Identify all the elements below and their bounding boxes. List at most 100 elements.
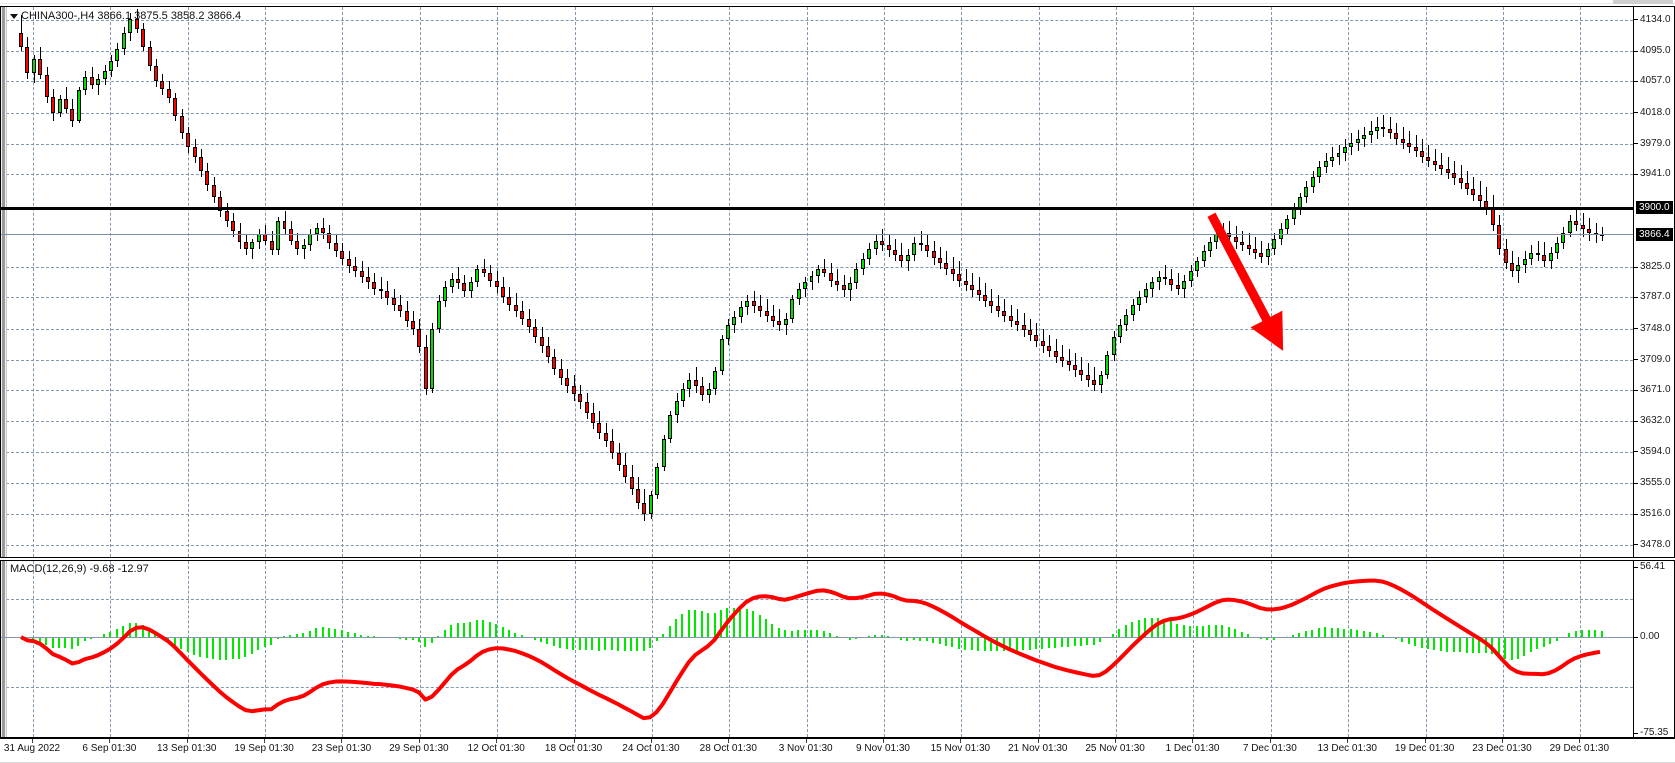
- macd-histogram-bar: [205, 637, 208, 658]
- macd-resize-handle[interactable]: [2, 561, 5, 737]
- macd-histogram-bar: [668, 625, 671, 638]
- chevron-down-icon[interactable]: [10, 13, 18, 19]
- macd-histogram-bar: [405, 637, 408, 640]
- macd-histogram-bar: [1182, 625, 1185, 638]
- date-tick-label: 12 Oct 01:30: [467, 743, 525, 754]
- macd-histogram-bar: [1337, 628, 1339, 638]
- grid-line-vertical: [651, 7, 653, 557]
- macd-tick-label: 0.00: [1634, 631, 1675, 643]
- price-axis[interactable]: 4134.0 4095.0 4057.0 4018.0 3979.0 3941.0 3825…: [1634, 6, 1675, 558]
- current-price-line-3866[interactable]: [1, 233, 1633, 235]
- macd-histogram-bar: [327, 627, 330, 638]
- grid-line-horizontal: [1, 174, 1633, 176]
- macd-axis[interactable]: 56.41 0.00 -75.35: [1634, 560, 1675, 738]
- date-tick-label: 19 Sep 01:30: [234, 743, 294, 754]
- macd-histogram-bar: [970, 637, 973, 651]
- date-tick-label: 31 Aug 2022: [3, 743, 61, 754]
- horizontal-scrollbar[interactable]: [0, 0, 1675, 4]
- macd-info-label: MACD(12,26,9) -9.68 -12.97: [10, 563, 149, 575]
- macd-histogram-bar: [649, 637, 652, 648]
- macd-histogram-bar: [1124, 625, 1127, 638]
- candle-body-bearish: [501, 287, 505, 297]
- macd-histogram-bar: [713, 612, 716, 638]
- candle-body-bearish: [751, 301, 756, 307]
- candle-body-bearish: [211, 184, 216, 198]
- macd-histogram-bar: [244, 637, 247, 658]
- candle-body-bearish: [886, 245, 891, 251]
- candle-body-bearish: [546, 346, 550, 358]
- macd-histogram-bar: [1600, 630, 1603, 638]
- macd-histogram-bar: [1086, 637, 1089, 646]
- macd-plot-area[interactable]: [1, 561, 1633, 737]
- macd-histogram-bar: [1420, 637, 1423, 648]
- macd-histogram-bar: [1317, 628, 1320, 638]
- macd-indicator-pane[interactable]: MACD(12,26,9) -9.68 -12.97: [0, 560, 1634, 738]
- macd-histogram-bar: [1189, 625, 1192, 638]
- candle-body-bearish: [989, 301, 994, 307]
- candle-wick: [1261, 240, 1263, 263]
- macd-histogram-bar: [1381, 634, 1384, 638]
- candle-wick: [824, 259, 826, 278]
- price-tick-label: 4057.0: [1634, 75, 1675, 87]
- macd-histogram-bar: [1157, 617, 1160, 638]
- date-tick-mark: [1424, 739, 1426, 743]
- macd-histogram-bar: [1311, 629, 1314, 638]
- candle-wick: [882, 229, 884, 251]
- candle-body-bearish: [970, 285, 975, 291]
- date-tick-label: 19 Dec 01:30: [1394, 743, 1455, 754]
- candle-body-bearish: [1497, 224, 1502, 249]
- macd-histogram-bar: [925, 637, 928, 642]
- macd-histogram-bar: [1266, 637, 1269, 640]
- macd-histogram-bar: [1060, 637, 1063, 648]
- macd-histogram-bar: [919, 637, 922, 641]
- candle-body-bullish: [745, 301, 750, 307]
- candle-wick: [1537, 240, 1539, 262]
- candle-body-bearish: [494, 280, 499, 287]
- candle-body-bearish: [417, 328, 422, 347]
- date-tick-mark: [960, 739, 962, 743]
- candle-body-bearish: [616, 453, 621, 465]
- macd-histogram-bar: [186, 637, 189, 653]
- candle-body-bullish: [1111, 336, 1116, 355]
- macd-histogram-bar: [932, 637, 935, 643]
- candle-body-bearish: [558, 368, 563, 379]
- candle-body-bearish: [353, 266, 358, 271]
- pane-resize-handle[interactable]: [2, 7, 5, 557]
- resistance-line-3900[interactable]: [1, 207, 1633, 210]
- price-plot-area[interactable]: [1, 7, 1633, 557]
- scrollbar-thumb[interactable]: [1613, 0, 1673, 4]
- price-tick-label: 4134.0: [1634, 14, 1675, 26]
- macd-histogram-bar: [758, 615, 761, 638]
- candle-body-bearish: [957, 274, 962, 281]
- candle-body-bullish: [301, 245, 306, 249]
- candle-body-bearish: [160, 80, 165, 89]
- date-tick-mark: [1115, 739, 1117, 743]
- candle-wick: [1010, 304, 1012, 327]
- macd-histogram-bar: [816, 629, 819, 638]
- candle-body-bearish: [1040, 341, 1045, 347]
- macd-histogram-bar: [360, 634, 363, 638]
- date-tick-mark: [32, 739, 33, 743]
- candle-body-bullish: [108, 61, 113, 71]
- grid-line-vertical: [1580, 7, 1582, 557]
- macd-histogram-bar: [1330, 627, 1333, 638]
- candle-body-bearish: [520, 311, 525, 319]
- macd-histogram-bar: [1195, 625, 1198, 638]
- macd-histogram-bar: [681, 613, 684, 638]
- candle-body-bearish: [1085, 375, 1090, 380]
- candle-body-bullish: [1272, 239, 1277, 249]
- candle-body-bullish: [1362, 135, 1367, 139]
- macd-histogram-bar: [225, 637, 228, 660]
- macd-histogram-bar: [32, 637, 35, 641]
- candle-wick: [1062, 344, 1064, 367]
- macd-histogram-bar: [1009, 637, 1012, 651]
- candle-wick: [303, 239, 305, 259]
- candle-body-bullish: [867, 248, 872, 259]
- price-tick-label: 3555.0: [1634, 477, 1675, 489]
- date-axis[interactable]: 31 Aug 2022 6 Sep 01:30 13 Sep 01:30 19 Sep…: [0, 738, 1675, 763]
- price-chart-pane[interactable]: CHINA300-,H4 3866.1 3875.5 3858.2 3866.4: [0, 6, 1634, 558]
- candle-wick: [1177, 272, 1179, 295]
- macd-histogram-bar: [507, 629, 510, 638]
- macd-histogram-bar: [148, 629, 151, 638]
- candle-body-bearish: [552, 357, 557, 369]
